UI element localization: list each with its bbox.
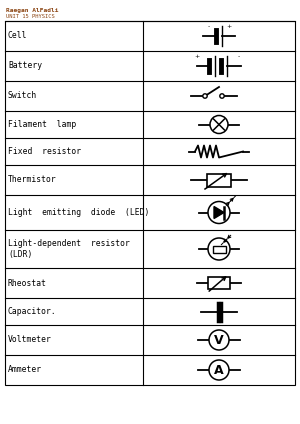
Circle shape [208, 201, 230, 223]
Text: Ammeter: Ammeter [8, 365, 42, 374]
Text: Filament  lamp: Filament lamp [8, 120, 76, 129]
Bar [212, 245, 226, 253]
Text: Light-dependent  resistor
(LDR): Light-dependent resistor (LDR) [8, 239, 130, 259]
Text: Thermistor: Thermistor [8, 176, 57, 184]
Text: +: + [194, 55, 200, 59]
Bar [5, 21, 295, 385]
Bar [208, 277, 230, 289]
Text: Voltmeter: Voltmeter [8, 335, 52, 344]
Text: V: V [214, 334, 224, 346]
Text: Light  emitting  diode  (LED): Light emitting diode (LED) [8, 208, 149, 217]
Circle shape [209, 360, 229, 380]
Text: Battery: Battery [8, 61, 42, 70]
Text: UNIT 15 PHYSICS: UNIT 15 PHYSICS [6, 14, 55, 19]
Bar [207, 173, 231, 187]
Text: Fixed  resistor: Fixed resistor [8, 147, 81, 156]
Text: Cell: Cell [8, 31, 28, 41]
Text: Rheostat: Rheostat [8, 279, 47, 287]
Text: A: A [214, 363, 224, 377]
Circle shape [210, 115, 228, 134]
Circle shape [208, 238, 230, 260]
Text: Raegan AlFadli: Raegan AlFadli [6, 8, 59, 13]
Circle shape [209, 330, 229, 350]
Circle shape [220, 94, 224, 98]
Text: -: - [238, 55, 240, 59]
Circle shape [203, 94, 207, 98]
Text: Switch: Switch [8, 92, 37, 100]
Text: Capacitor.: Capacitor. [8, 307, 57, 316]
Text: -: - [208, 25, 210, 30]
Text: +: + [226, 25, 232, 30]
Polygon shape [214, 206, 224, 218]
